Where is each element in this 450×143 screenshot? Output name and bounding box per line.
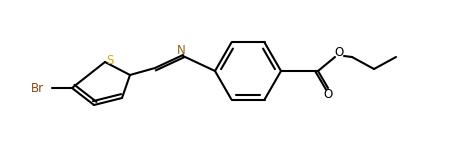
Text: O: O xyxy=(334,46,344,59)
Text: Br: Br xyxy=(31,83,44,96)
Text: S: S xyxy=(106,53,114,66)
Text: N: N xyxy=(176,43,185,56)
Text: O: O xyxy=(324,89,333,102)
